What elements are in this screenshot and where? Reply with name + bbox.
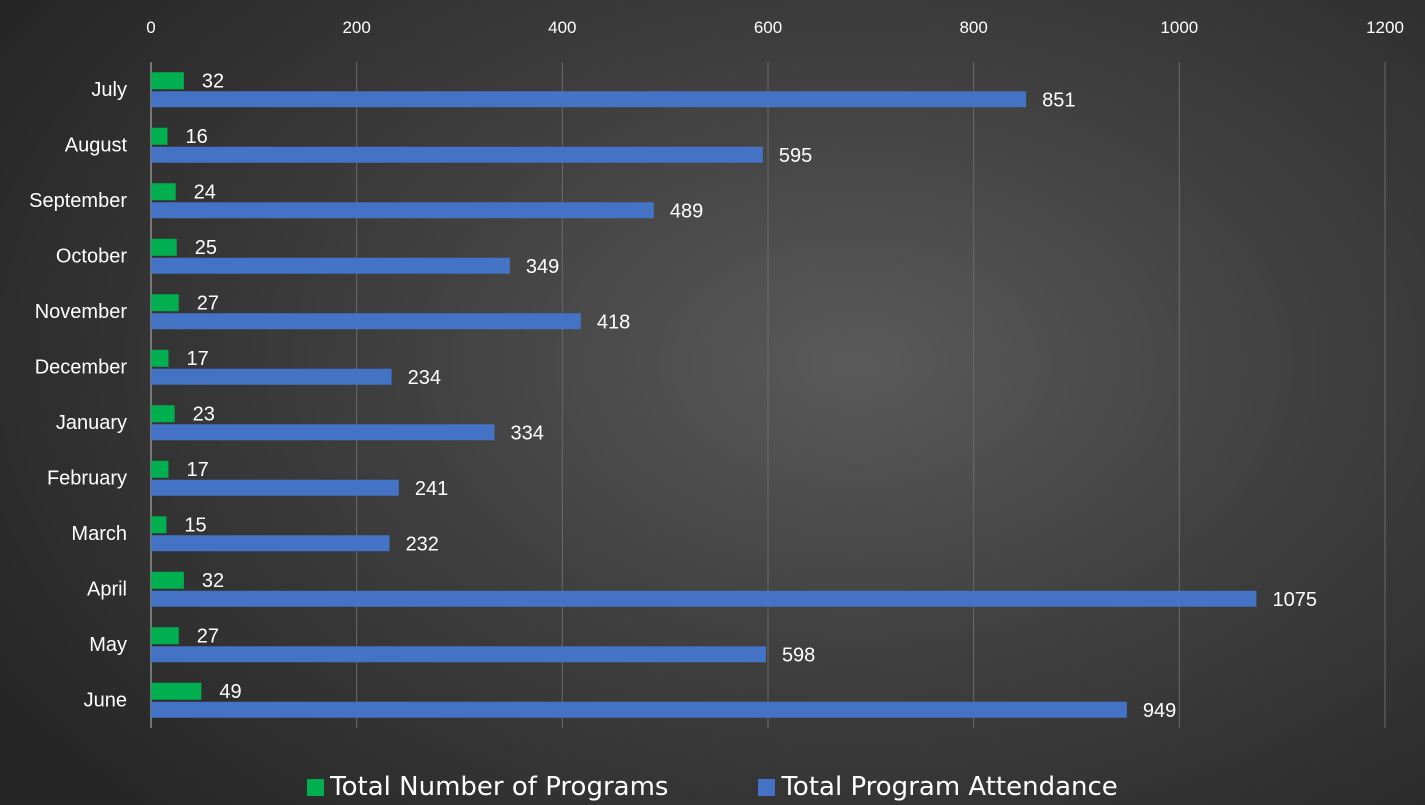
data-label-attendance: 334: [510, 422, 543, 444]
data-label-attendance: 949: [1143, 700, 1176, 722]
bar-attendance: [151, 146, 763, 163]
data-label-programs: 17: [186, 459, 208, 481]
bar-attendance: [151, 590, 1257, 607]
category-label: September: [29, 190, 127, 212]
category-label: January: [56, 412, 127, 434]
data-label-programs: 32: [202, 570, 224, 592]
bar-programs: [151, 516, 167, 534]
bar-programs: [151, 127, 168, 145]
category-label: April: [87, 578, 127, 600]
data-label-attendance: 851: [1042, 89, 1075, 111]
category-label: May: [89, 634, 127, 656]
x-tick-label: 1200: [1366, 18, 1404, 37]
data-label-programs: 23: [193, 403, 215, 425]
data-label-attendance: 418: [597, 311, 630, 333]
bar-programs: [151, 460, 169, 478]
bar-programs: [151, 294, 179, 312]
bar-attendance: [151, 479, 399, 496]
x-tick-label: 1000: [1160, 18, 1198, 37]
legend-item-attendance: Total Program Attendance: [758, 772, 1118, 802]
data-label-programs: 17: [186, 348, 208, 370]
data-label-programs: 16: [185, 126, 207, 148]
bar-programs: [151, 682, 202, 700]
data-label-programs: 27: [197, 292, 219, 314]
legend-label-programs: Total Number of Programs: [330, 772, 669, 802]
bar-programs: [151, 627, 179, 645]
x-tick-label: 800: [959, 18, 987, 37]
data-label-programs: 32: [202, 70, 224, 92]
data-label-attendance: 595: [779, 145, 812, 167]
data-label-programs: 49: [219, 681, 241, 703]
data-label-attendance: 232: [406, 533, 439, 555]
bar-programs: [151, 571, 184, 589]
category-label: November: [35, 301, 128, 323]
category-label: June: [84, 689, 127, 711]
data-label-programs: 25: [195, 237, 217, 259]
legend-swatch-attendance: [758, 778, 776, 796]
bar-programs: [151, 72, 184, 90]
legend: Total Number of Programs Total Program A…: [0, 772, 1425, 802]
legend-item-programs: Total Number of Programs: [307, 772, 668, 802]
bar-attendance: [151, 424, 495, 441]
category-label: July: [91, 79, 127, 101]
data-label-attendance: 234: [408, 367, 441, 389]
data-label-attendance: 241: [415, 478, 448, 500]
bar-attendance: [151, 368, 392, 385]
bar-attendance: [151, 313, 581, 330]
category-label: March: [71, 523, 127, 545]
bar-programs: [151, 405, 175, 423]
data-label-programs: 15: [184, 514, 206, 536]
category-label: August: [65, 134, 128, 156]
category-label: December: [35, 356, 128, 378]
bar-attendance: [151, 646, 766, 663]
x-tick-label: 600: [754, 18, 782, 37]
bar-attendance: [151, 535, 390, 552]
x-tick-label: 400: [548, 18, 576, 37]
bar-programs: [151, 238, 177, 256]
data-label-programs: 24: [194, 181, 216, 203]
bar-attendance: [151, 91, 1027, 108]
legend-swatch-programs: [307, 778, 325, 796]
data-label-attendance: 349: [526, 256, 559, 278]
bar-programs: [151, 349, 169, 367]
bar-attendance: [151, 257, 510, 274]
data-label-attendance: 1075: [1272, 589, 1317, 611]
data-label-programs: 27: [197, 625, 219, 647]
category-label: October: [56, 245, 127, 267]
data-label-attendance: 489: [670, 200, 703, 222]
bar-attendance: [151, 701, 1127, 718]
category-label: February: [47, 467, 127, 489]
x-tick-label: 200: [342, 18, 370, 37]
bar-attendance: [151, 202, 654, 219]
x-tick-label: 0: [146, 18, 155, 37]
bar-programs: [151, 183, 176, 201]
data-label-attendance: 598: [782, 644, 815, 666]
legend-label-attendance: Total Program Attendance: [781, 772, 1118, 802]
